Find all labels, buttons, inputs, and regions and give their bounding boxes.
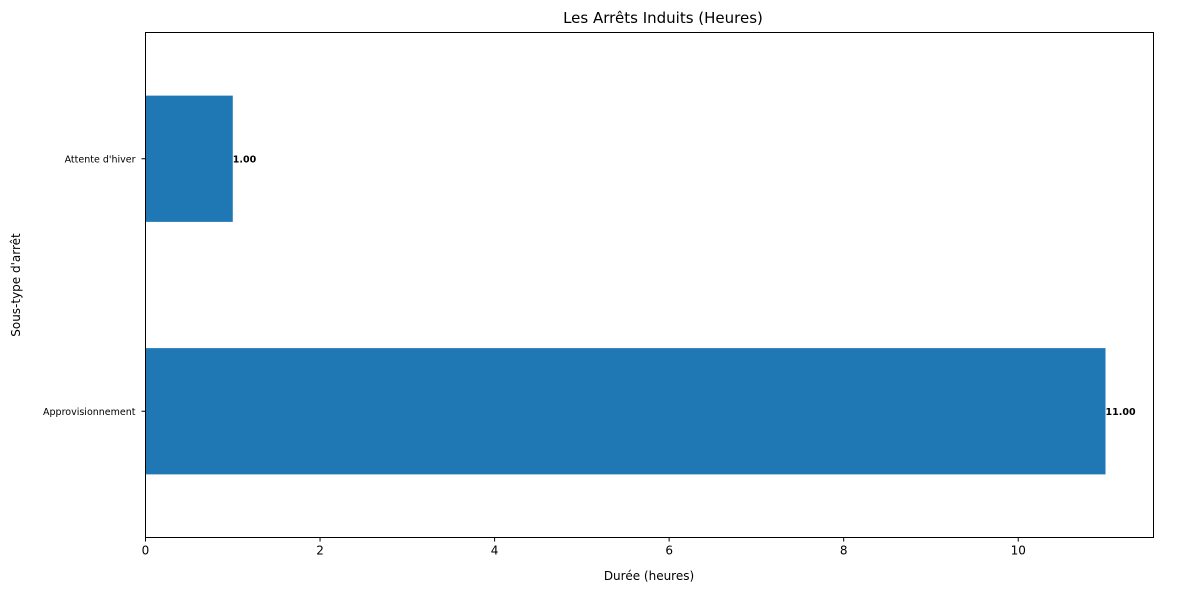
bars-group <box>145 95 1106 475</box>
data-label: 1.00 <box>233 154 257 165</box>
bar-approvisionnement <box>145 348 1106 475</box>
bar-attente-d-hiver <box>145 95 233 222</box>
y-tick-label: Attente d'hiver <box>65 154 136 165</box>
x-tick-label: 0 <box>142 544 150 558</box>
x-tick-label: 2 <box>316 544 324 558</box>
data-label: 11.00 <box>1106 407 1136 418</box>
x-axis: 0 2 4 6 8 10 <box>142 537 1026 558</box>
x-axis-label: Durée (heures) <box>604 569 694 583</box>
x-tick-label: 10 <box>1011 544 1026 558</box>
x-tick-label: 8 <box>840 544 848 558</box>
chart-title: Les Arrêts Induits (Heures) <box>563 9 763 27</box>
y-tick-label: Approvisionnement <box>43 407 136 418</box>
y-axis-label: Sous-type d'arrêt <box>9 233 23 337</box>
x-tick-label: 6 <box>665 544 673 558</box>
x-tick-label: 4 <box>491 544 499 558</box>
plot-frame <box>145 32 1154 538</box>
y-axis: Approvisionnement Attente d'hiver <box>43 154 146 418</box>
